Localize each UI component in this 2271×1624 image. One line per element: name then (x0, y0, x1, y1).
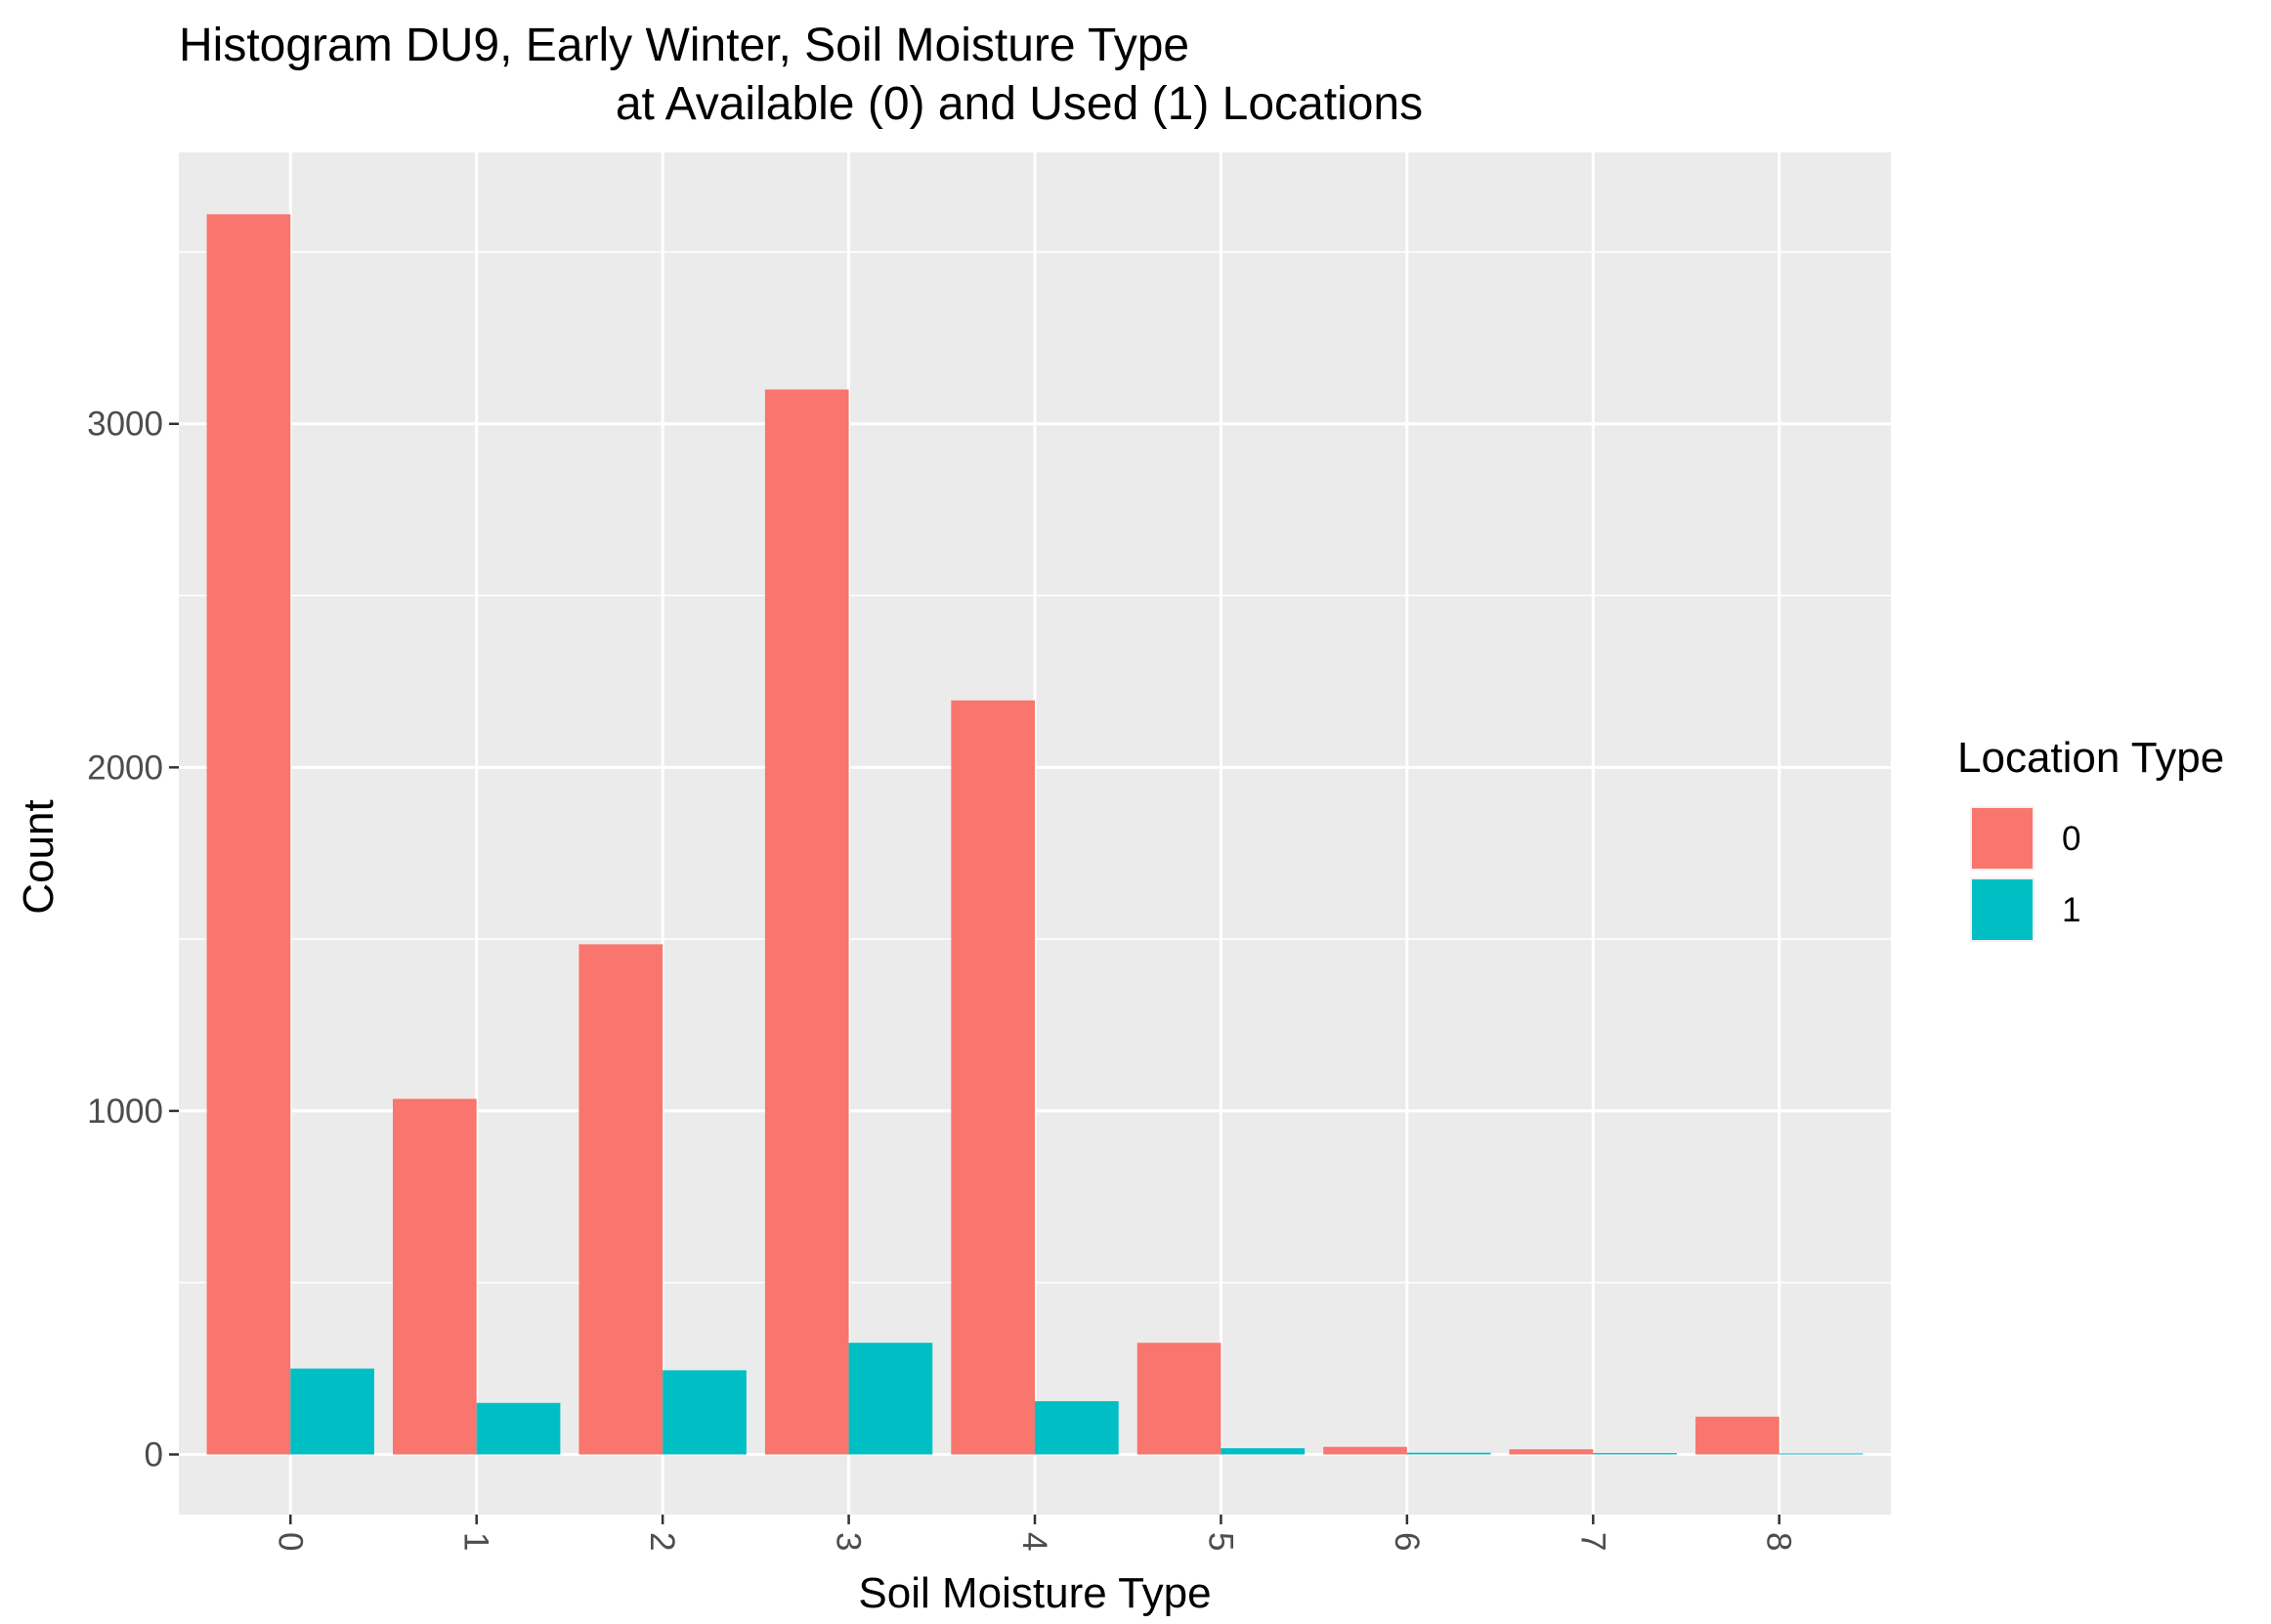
bar-series-0-cat-2 (578, 944, 664, 1455)
bar-series-1-cat-0 (290, 1368, 374, 1455)
x-axis: 0 1 2 3 4 5 6 7 8 (271, 1515, 1798, 1551)
bar-series-1-cat-2 (663, 1370, 747, 1455)
legend-key-swatch (1972, 808, 2033, 869)
y-axis: 0 1000 2000 3000 (87, 406, 179, 1474)
y-tick-label: 3000 (87, 406, 163, 444)
x-tick-label: 2 (643, 1532, 681, 1551)
x-tick-label: 7 (1573, 1532, 1611, 1551)
x-tick-label: 8 (1760, 1532, 1798, 1551)
x-tick-label: 6 (1388, 1532, 1426, 1551)
bar-series-1-cat-8 (1778, 1453, 1864, 1455)
bar-series-0-cat-4 (951, 700, 1035, 1455)
legend-title: Location Type (1957, 734, 2224, 782)
bar-series-0-cat-6 (1323, 1446, 1407, 1455)
y-axis-title: Count (15, 799, 63, 914)
x-tick-label: 1 (457, 1532, 495, 1551)
x-tick-label: 4 (1015, 1532, 1053, 1551)
y-tick-label: 2000 (87, 748, 163, 787)
bar-series-0-cat-0 (206, 214, 291, 1455)
bar-series-1-cat-6 (1406, 1452, 1491, 1455)
bars (206, 214, 1864, 1455)
bar-series-0-cat-8 (1695, 1416, 1779, 1455)
legend: Location Type 0 1 (1957, 734, 2224, 942)
bar-series-1-cat-4 (1035, 1400, 1119, 1455)
bar-series-1-cat-7 (1593, 1453, 1677, 1455)
bar-series-0-cat-5 (1136, 1343, 1221, 1455)
x-tick-label: 0 (271, 1532, 309, 1551)
legend-key-swatch (1972, 879, 2033, 940)
legend-label: 0 (2062, 820, 2080, 858)
bar-series-0-cat-3 (764, 389, 849, 1455)
bar-series-1-cat-5 (1221, 1448, 1306, 1455)
bar-series-1-cat-3 (848, 1343, 933, 1455)
chart-title-line-2: at Available (0) and Used (1) Locations (616, 78, 1423, 130)
y-tick-label: 0 (145, 1435, 163, 1474)
chart-title-line-1: Histogram DU9, Early Winter, Soil Moistu… (179, 20, 1189, 71)
bar-series-0-cat-1 (393, 1098, 477, 1455)
y-tick-label: 1000 (87, 1092, 163, 1131)
bar-series-0-cat-7 (1509, 1449, 1594, 1455)
legend-label: 1 (2062, 891, 2080, 929)
x-tick-label: 5 (1201, 1532, 1239, 1551)
x-tick-label: 3 (830, 1532, 868, 1551)
bar-series-1-cat-1 (476, 1402, 561, 1455)
x-axis-title: Soil Moisture Type (858, 1569, 1211, 1617)
